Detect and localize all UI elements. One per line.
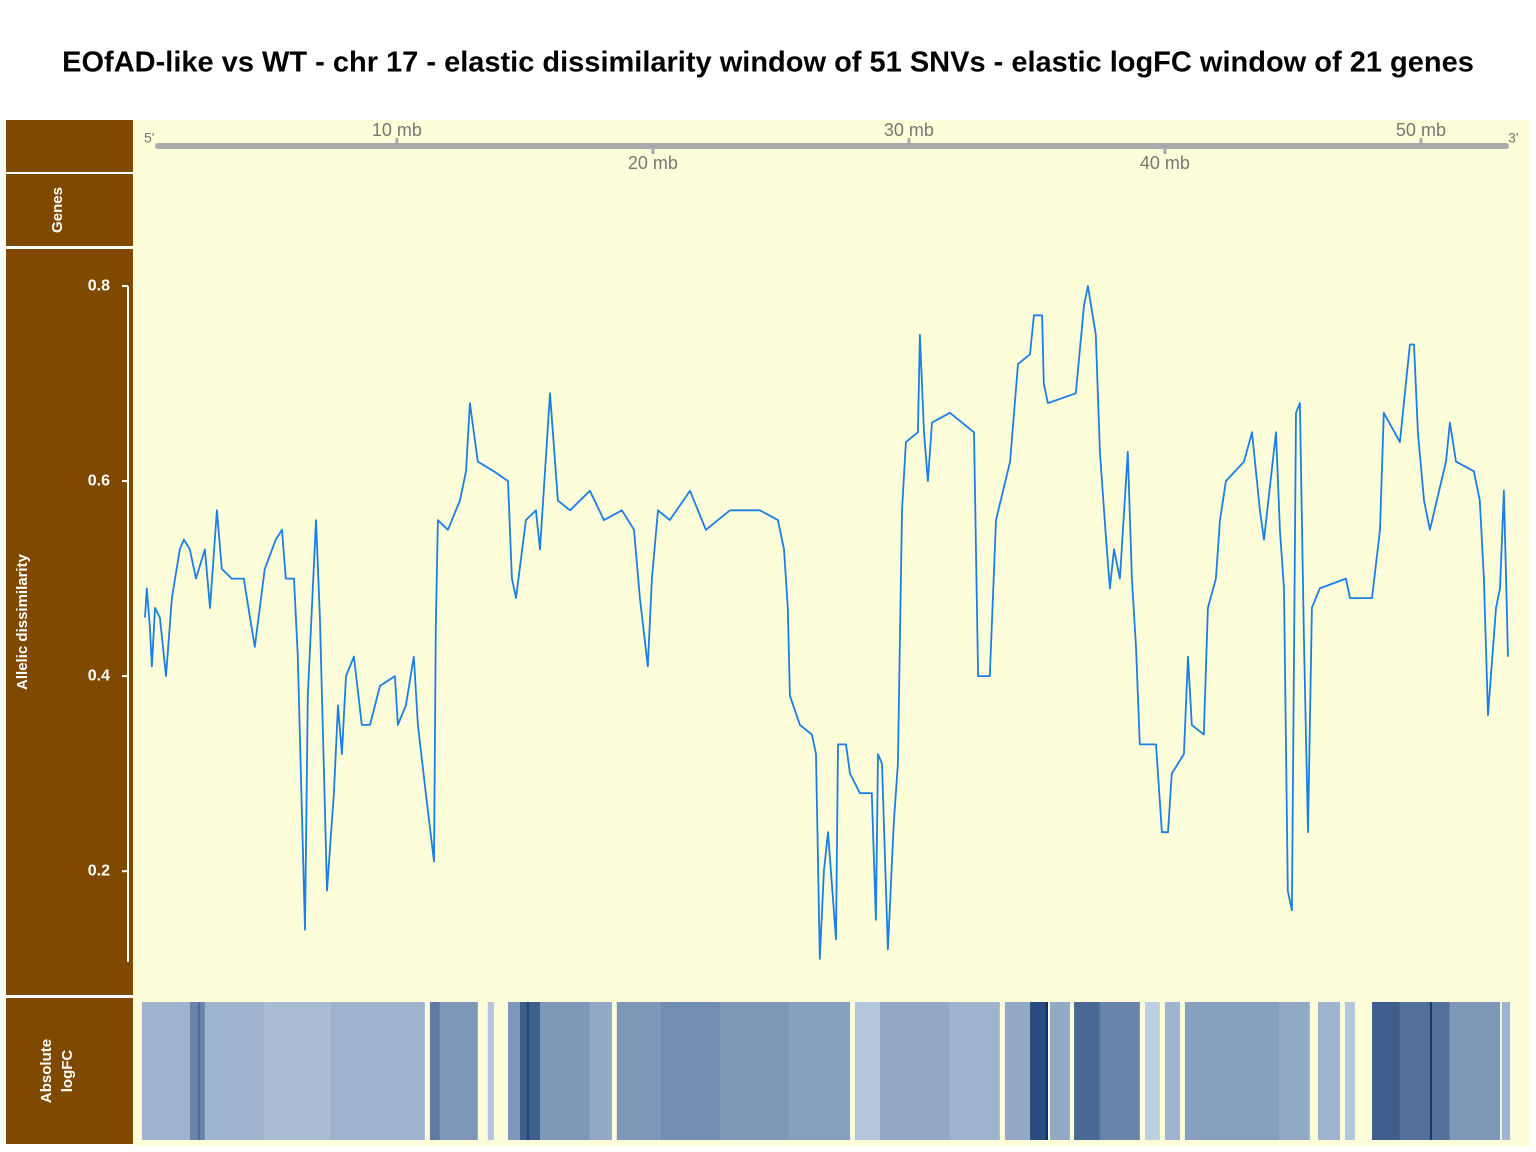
logfc-segment [508,1002,520,1140]
logfc-segment [430,1002,440,1140]
x-tick-label: 50 mb [1396,120,1446,140]
logfc-segment [1145,1002,1160,1140]
logfc-segment [950,1002,1000,1140]
logfc-track-label: logFC [59,1050,76,1093]
logfc-segment [1030,1002,1048,1140]
logfc-segment [880,1002,950,1140]
y-tick-label: 0.2 [88,862,110,879]
logfc-segment [1318,1002,1340,1140]
logfc-segment [855,1002,880,1140]
logfc-segment [1280,1002,1310,1140]
logfc-segment [142,1002,190,1140]
logfc-segment [1074,1002,1100,1140]
y-tick-label: 0.8 [88,277,110,294]
logfc-segment [440,1002,478,1140]
y-tick-label: 0.4 [88,667,110,684]
gene-track-label-panel [6,174,133,246]
logfc-segment [1502,1002,1510,1140]
logfc-segment [660,1002,720,1140]
logfc-segment [1345,1002,1355,1140]
logfc-track-label: Absolute [38,1039,55,1103]
plot-background [134,120,1530,1146]
logfc-segment [1430,1002,1432,1140]
chart-title: EOfAD-like vs WT - chr 17 - elastic diss… [62,47,1474,79]
five-prime-label: 5' [144,130,154,146]
logfc-segment [1450,1002,1500,1140]
gene-track-label: Genes [49,187,66,233]
logfc-segment [527,1002,529,1140]
x-tick-label: 10 mb [372,120,422,140]
logfc-segment [205,1002,265,1140]
logfc-segment [330,1002,425,1140]
three-prime-label: 3' [1508,130,1518,146]
x-tick-label: 40 mb [1140,153,1190,173]
logfc-segment [1372,1002,1400,1140]
y-axis-label: Allelic dissimilarity [14,553,31,690]
logfc-segment [1400,1002,1450,1140]
axis-track-label-panel [6,120,133,172]
logfc-segment [520,1002,540,1140]
x-tick-label: 20 mb [628,153,678,173]
y-tick-label: 0.6 [88,472,110,489]
logfc-segment [590,1002,612,1140]
logfc-segment [1046,1002,1048,1140]
logfc-segment [265,1002,330,1140]
logfc-segment [190,1002,205,1140]
logfc-segment [1050,1002,1070,1140]
x-tick-label: 30 mb [884,120,934,140]
logfc-segment [198,1002,200,1140]
logfc-segment [488,1002,494,1140]
logfc-segment [720,1002,790,1140]
logfc-segment [540,1002,590,1140]
logfc-segment [1100,1002,1140,1140]
logfc-segment [1005,1002,1030,1140]
logfc-segment [1165,1002,1180,1140]
logfc-segment [790,1002,850,1140]
logfc-segment [617,1002,660,1140]
logfc-segment [1185,1002,1280,1140]
